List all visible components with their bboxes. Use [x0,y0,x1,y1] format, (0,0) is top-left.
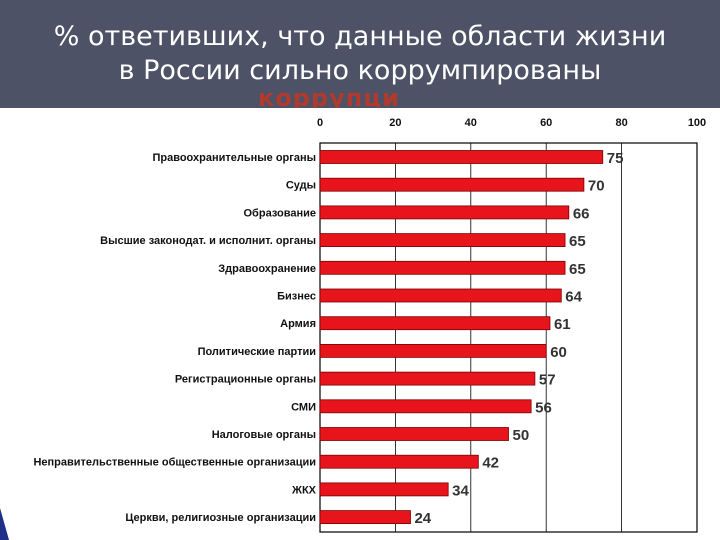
value-label: 34 [452,482,469,499]
value-label: 65 [569,233,586,250]
title-line-2: в России сильно коррумпированы [118,55,602,86]
category-label: Здравоохранение [218,263,316,275]
decorative-corner-shape [0,508,9,540]
plot-frame [319,142,698,533]
category-label: Церкви, религиозные организации [125,512,316,524]
bar [319,177,585,192]
x-tick-label: 0 [317,117,323,129]
bar [319,260,566,275]
category-label: Бизнес [277,291,316,303]
x-tick-label: 100 [688,117,706,129]
category-label: Неправительственные общественные организ… [33,457,316,469]
bar [319,510,411,525]
value-label: 70 [588,178,605,195]
value-label: 24 [414,510,431,527]
category-label: ЖКХ [291,484,317,496]
value-label: 56 [535,399,552,416]
x-tick-label: 80 [615,117,627,129]
bar [319,205,570,220]
bar [319,399,532,414]
category-label: Армия [280,318,316,330]
bar [319,454,479,469]
title-line-1: % ответивших, что данные области жизни [53,21,667,52]
category-label: Налоговые органы [212,429,316,441]
x-tick-label: 20 [389,117,401,129]
bar [319,427,509,441]
value-label: 65 [569,261,586,278]
category-label: Суды [286,180,316,192]
bar [319,482,449,497]
category-label: Регистрационные органы [175,374,316,386]
bar [319,343,547,358]
value-label: 57 [539,372,556,389]
value-label: 60 [550,344,567,361]
bar [319,316,551,331]
value-label: 42 [482,455,499,472]
bar [319,288,562,303]
x-tick-label: 60 [540,117,552,129]
background-heading-fragment: коррупци [258,88,418,108]
bar [319,371,536,386]
value-label: 50 [513,427,530,444]
category-label: Высшие законодат. и исполнит. органы [100,235,316,247]
x-tick-label: 40 [465,117,477,129]
background-heading-text: коррупци [258,88,400,108]
category-label: СМИ [291,401,316,413]
category-label: Политические партии [198,346,316,358]
value-label: 64 [565,289,582,306]
bar [319,233,566,248]
bar [319,150,604,164]
value-label: 66 [573,205,590,222]
category-label: Образование [244,207,317,219]
category-label: Правоохранительные органы [152,152,316,164]
value-label: 75 [607,150,624,167]
value-label: 61 [554,316,571,333]
chart-title: % ответивших, что данные области жизни в… [0,20,720,88]
title-banner [0,0,720,108]
